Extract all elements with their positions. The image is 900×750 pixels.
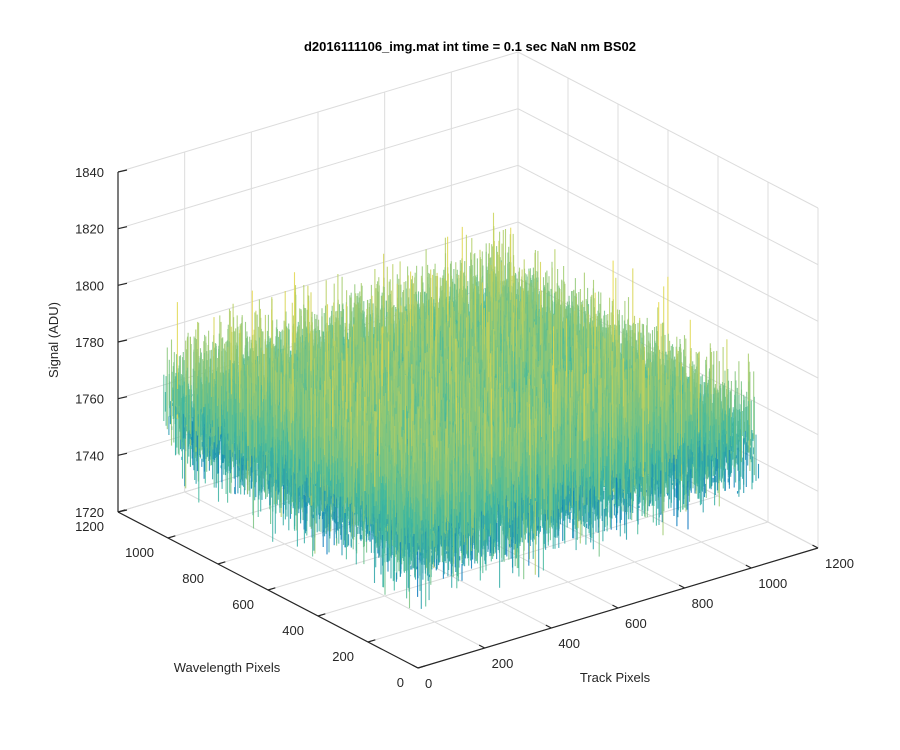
z-axis-label: Signal (ADU) [46,302,61,378]
x-tick-mark [813,545,819,548]
z-axis-ticks: 1720 1740 1760 1780 1800 1820 1840 [75,165,127,520]
y-axis-label: Wavelength Pixels [174,660,281,675]
x-tick-label: 1000 [758,576,787,591]
z-tick-label: 1800 [75,278,104,293]
z-tick-label: 1740 [75,448,104,463]
y-tick-mark [168,536,175,538]
x-tick-label: 400 [558,636,580,651]
y-tick-mark [418,666,425,668]
y-tick-mark [368,640,375,642]
y-tick-label: 400 [282,623,304,638]
x-axis-label: Track Pixels [580,670,651,685]
surface-mesh [164,213,759,609]
x-tick-label: 800 [692,596,714,611]
z-tick-label: 1840 [75,165,104,180]
x-tick-label: 1200 [825,556,854,571]
x-tick-label: 0 [425,676,432,691]
y-tick-label: 1000 [125,545,154,560]
y-tick-label: 600 [232,597,254,612]
z-tick-label: 1820 [75,222,104,237]
z-tick-label: 1780 [75,335,104,350]
y-tick-label: 800 [182,571,204,586]
x-tick-label: 200 [492,656,514,671]
x-tick-mark [746,565,752,568]
x-tick-mark [546,625,552,628]
y-tick-label: 1200 [75,519,104,534]
x-tick-mark [613,605,619,608]
y-tick-label: 0 [397,675,404,690]
z-tick-label: 1760 [75,392,104,407]
y-tick-mark [318,614,325,616]
x-tick-mark [413,665,419,668]
x-tick-mark [479,645,485,648]
x-tick-label: 600 [625,616,647,631]
chart-title: d2016111106_img.mat int time = 0.1 sec N… [304,39,636,54]
y-tick-label: 200 [332,649,354,664]
y-tick-mark [218,562,225,564]
y-tick-mark [268,588,275,590]
x-tick-mark [679,585,685,588]
z-tick-label: 1720 [75,505,104,520]
